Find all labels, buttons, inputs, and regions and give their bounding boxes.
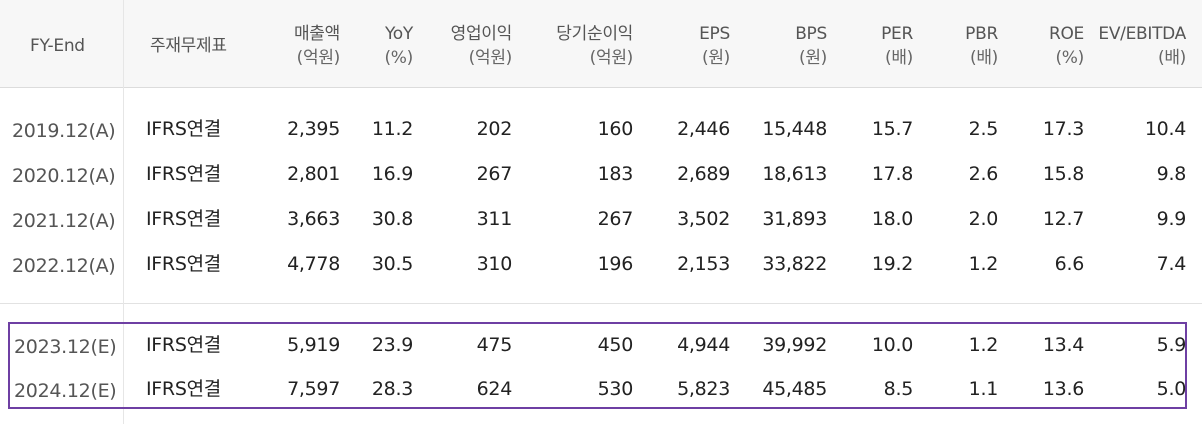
row-statement: IFRS연결 (146, 118, 221, 140)
row-fy: 2020.12(A) (12, 165, 116, 187)
cell-net-income: 160 (597, 118, 634, 140)
cell-revenue: 2,395 (287, 118, 340, 140)
cell-eps: 2,153 (677, 253, 730, 275)
cell-pbr: 1.1 (968, 378, 999, 400)
estimate-highlight-box (8, 322, 1187, 409)
cell-operating-profit: 267 (476, 163, 513, 185)
cell-eps: 2,446 (677, 118, 730, 140)
cell-revenue: 3,663 (287, 208, 340, 230)
cell-yoy: 23.9 (371, 334, 413, 356)
cell-bps: 45,485 (762, 378, 827, 400)
cell-roe: 6.6 (1054, 253, 1085, 275)
cell-operating-profit: 624 (476, 378, 513, 400)
cell-eps: 3,502 (677, 208, 730, 230)
cell-roe: 12.7 (1042, 208, 1084, 230)
cell-pbr: 2.5 (968, 118, 999, 140)
cell-operating-profit: 202 (476, 118, 513, 140)
cell-per: 17.8 (871, 163, 913, 185)
cell-bps: 39,992 (762, 334, 827, 356)
cell-ev-ebitda: 10.4 (1144, 118, 1186, 140)
cell-roe: 13.4 (1042, 334, 1084, 356)
cell-net-income: 196 (597, 253, 634, 275)
row-statement: IFRS연결 (146, 253, 221, 275)
cell-pbr: 2.0 (968, 208, 999, 230)
estimate-divider (0, 303, 1202, 304)
header-net-income: 당기순이익 (억원) (556, 24, 633, 68)
cell-bps: 31,893 (762, 208, 827, 230)
cell-ev-ebitda: 9.8 (1156, 163, 1187, 185)
cell-operating-profit: 475 (476, 334, 513, 356)
cell-yoy: 30.8 (371, 208, 413, 230)
header-pbr: PBR (배) (965, 24, 998, 68)
cell-per: 18.0 (871, 208, 913, 230)
cell-yoy: 16.9 (371, 163, 413, 185)
cell-yoy: 28.3 (371, 378, 413, 400)
cell-pbr: 1.2 (968, 334, 999, 356)
cell-bps: 18,613 (762, 163, 827, 185)
header-roe: ROE (%) (1048, 24, 1084, 68)
header-eps: EPS (원) (699, 24, 730, 68)
row-statement: IFRS연결 (146, 208, 221, 230)
cell-bps: 15,448 (762, 118, 827, 140)
cell-roe: 13.6 (1042, 378, 1084, 400)
cell-yoy: 11.2 (371, 118, 413, 140)
cell-eps: 5,823 (677, 378, 730, 400)
header-ev-ebitda: EV/EBITDA (배) (1098, 24, 1186, 68)
row-fy: 2019.12(A) (12, 120, 116, 142)
header-yoy: YoY (%) (384, 24, 413, 68)
row-fy: 2022.12(A) (12, 255, 116, 277)
header-revenue: 매출액 (억원) (293, 24, 340, 68)
cell-ev-ebitda: 9.9 (1156, 208, 1187, 230)
cell-revenue: 7,597 (287, 378, 340, 400)
cell-ev-ebitda: 5.9 (1156, 334, 1187, 356)
cell-revenue: 4,778 (287, 253, 340, 275)
row-statement: IFRS연결 (146, 378, 221, 400)
cell-pbr: 1.2 (968, 253, 999, 275)
row-statement: IFRS연결 (146, 163, 221, 185)
cell-eps: 4,944 (677, 334, 730, 356)
header-divider (0, 87, 1202, 88)
cell-net-income: 267 (597, 208, 634, 230)
cell-per: 15.7 (871, 118, 913, 140)
cell-ev-ebitda: 7.4 (1156, 253, 1187, 275)
header-fy-end: FY-End (30, 36, 85, 56)
cell-ev-ebitda: 5.0 (1156, 378, 1187, 400)
cell-operating-profit: 310 (476, 253, 513, 275)
cell-pbr: 2.6 (968, 163, 999, 185)
cell-eps: 2,689 (677, 163, 730, 185)
table-header-background (0, 0, 1202, 87)
header-per: PER (배) (881, 24, 913, 68)
cell-revenue: 5,919 (287, 334, 340, 356)
cell-per: 8.5 (883, 378, 914, 400)
cell-roe: 15.8 (1042, 163, 1084, 185)
row-fy: 2021.12(A) (12, 210, 116, 232)
row-fy: 2023.12(E) (14, 336, 117, 358)
header-operating-profit: 영업이익 (억원) (450, 24, 513, 68)
header-statement: 주재무제표 (150, 36, 227, 56)
cell-operating-profit: 311 (476, 208, 513, 230)
cell-roe: 17.3 (1042, 118, 1084, 140)
cell-net-income: 450 (597, 334, 634, 356)
cell-net-income: 183 (597, 163, 634, 185)
header-bps: BPS (원) (795, 24, 827, 68)
column-divider (123, 0, 124, 424)
cell-revenue: 2,801 (287, 163, 340, 185)
cell-per: 10.0 (871, 334, 913, 356)
cell-bps: 33,822 (762, 253, 827, 275)
cell-per: 19.2 (871, 253, 913, 275)
row-fy: 2024.12(E) (14, 380, 117, 402)
row-statement: IFRS연결 (146, 334, 221, 356)
cell-net-income: 530 (597, 378, 634, 400)
cell-yoy: 30.5 (371, 253, 413, 275)
